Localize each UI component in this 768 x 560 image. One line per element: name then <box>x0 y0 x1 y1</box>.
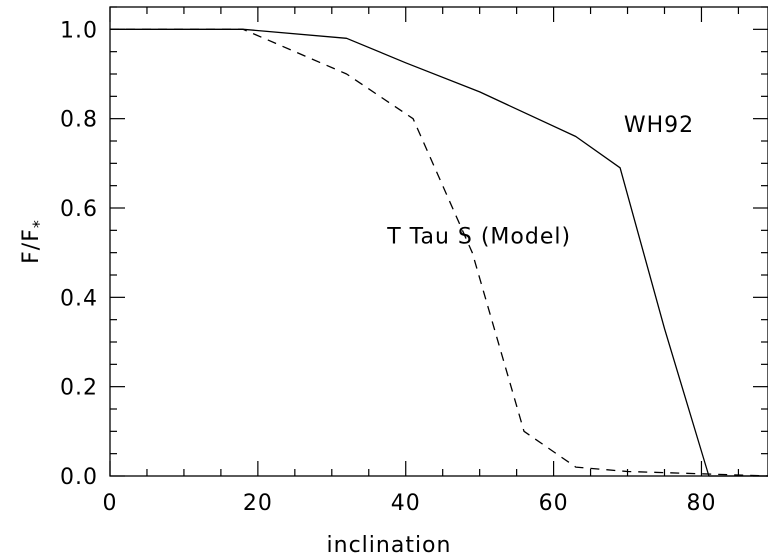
x-tick-label: 0 <box>103 491 118 516</box>
series-annotation: T Tau S (Model) <box>386 225 571 250</box>
y-tick-label: 0.2 <box>60 376 98 401</box>
x-tick-label: 40 <box>391 491 421 516</box>
x-axis-title: inclination <box>327 533 452 558</box>
x-tick-label: 80 <box>686 491 716 516</box>
y-axis-title: F/F* <box>19 219 48 264</box>
series-lines <box>110 28 768 477</box>
y-tick-label: 1.0 <box>60 18 98 43</box>
y-tick-label: 0.8 <box>60 108 98 133</box>
y-tick-label: 0.0 <box>60 465 98 490</box>
model-series-line <box>110 28 768 477</box>
x-tick-label: 60 <box>539 491 569 516</box>
y-axis-title-main: F/F <box>19 228 44 264</box>
x-tick-label: 20 <box>243 491 273 516</box>
y-tick-label: 0.6 <box>60 197 98 222</box>
series-annotation: WH92 <box>624 113 694 138</box>
plot-frame <box>109 6 768 477</box>
wh92-series-line <box>110 28 768 477</box>
y-tick-label: 0.4 <box>60 286 98 311</box>
tick-labels: 0 20 40 60 80 0.0 0.2 0.4 0.6 0.8 1.0 <box>60 18 716 516</box>
annotations: WH92 T Tau S (Model) <box>386 113 694 250</box>
y-axis-title-subscript: * <box>29 219 48 228</box>
